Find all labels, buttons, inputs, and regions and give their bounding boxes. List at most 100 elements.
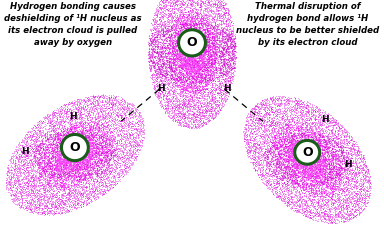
Point (276, 142, 283, 145)
Point (313, 170, 319, 174)
Point (63, 163, 69, 167)
Point (54, 161, 60, 165)
Point (95, 118, 101, 122)
Point (19, 144, 25, 148)
Point (210, 17, 217, 20)
Point (60, 194, 66, 198)
Point (257, 170, 263, 174)
Point (63, 153, 69, 157)
Point (299, 135, 305, 139)
Point (352, 144, 358, 148)
Point (182, 73, 188, 77)
Point (208, 30, 214, 34)
Point (181, 0, 187, 1)
Point (134, 143, 140, 146)
Point (317, 212, 323, 216)
Point (209, 69, 215, 73)
Point (33, 169, 39, 173)
Point (217, 73, 223, 77)
Point (60, 150, 66, 154)
Point (340, 188, 346, 191)
Point (169, 39, 175, 43)
Point (192, 70, 198, 74)
Point (73, 143, 79, 147)
Point (357, 192, 363, 195)
Point (157, 85, 163, 89)
Point (209, 35, 215, 38)
Point (196, 24, 202, 28)
Point (334, 171, 341, 175)
Point (180, 124, 186, 127)
Point (228, 72, 234, 76)
Point (179, 67, 185, 71)
Point (171, 28, 177, 31)
Point (49, 166, 55, 170)
Point (24, 138, 30, 142)
Point (156, 88, 162, 92)
Point (162, 44, 169, 48)
Point (260, 115, 266, 119)
Point (214, 76, 220, 80)
Point (105, 122, 111, 126)
Point (50, 178, 56, 181)
Point (86, 139, 92, 143)
Point (335, 140, 341, 144)
Point (35, 143, 41, 146)
Point (197, 64, 203, 68)
Point (288, 189, 294, 193)
Point (118, 141, 124, 144)
Point (26, 146, 32, 150)
Point (84, 179, 91, 183)
Point (196, 63, 202, 67)
Point (285, 199, 291, 203)
Point (146, 55, 152, 59)
Point (192, 90, 198, 94)
Point (230, 21, 236, 25)
Point (232, 44, 238, 47)
Point (171, 24, 177, 27)
Point (128, 153, 134, 156)
Point (66, 170, 72, 174)
Point (52, 137, 58, 141)
Point (13, 185, 19, 189)
Point (69, 167, 75, 171)
Point (199, 94, 205, 97)
Point (341, 134, 347, 138)
Point (271, 123, 278, 127)
Point (319, 201, 326, 205)
Point (29, 188, 35, 192)
Point (193, 64, 199, 68)
Point (109, 143, 115, 146)
Point (69, 99, 75, 103)
Point (180, 55, 186, 59)
Point (25, 187, 31, 191)
Point (190, 80, 197, 84)
Point (247, 117, 253, 121)
Point (288, 134, 294, 138)
Point (58, 160, 65, 164)
Point (260, 152, 266, 155)
Point (174, 50, 180, 54)
Point (242, 130, 248, 134)
Point (190, 120, 196, 124)
Point (331, 200, 338, 204)
Point (111, 127, 117, 131)
Point (231, 66, 237, 70)
Point (70, 149, 76, 153)
Point (83, 151, 89, 154)
Point (159, 23, 166, 27)
Point (76, 174, 82, 178)
Point (63, 165, 69, 169)
Point (303, 143, 310, 147)
Point (79, 184, 85, 188)
Point (151, 33, 157, 36)
Point (228, 67, 234, 71)
Point (315, 201, 321, 204)
Point (93, 117, 99, 121)
Point (299, 197, 305, 200)
Point (266, 128, 272, 132)
Point (204, 98, 210, 102)
Point (190, 89, 196, 93)
Point (159, 81, 165, 85)
Point (266, 119, 272, 122)
